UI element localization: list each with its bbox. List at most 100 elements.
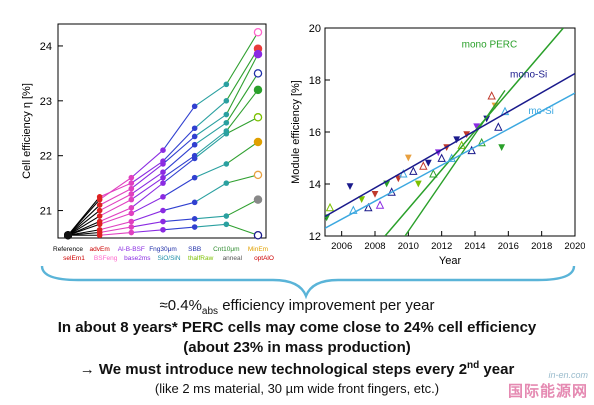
left-series-segment [162,136,196,165]
right-trend-line-extra [404,90,506,236]
right-plot-area [325,28,575,236]
right-y-tick-label: 18 [309,75,321,87]
right-data-point [409,166,418,175]
right-trend-line [325,92,575,229]
left-data-point [160,194,166,200]
left-series-segment [99,188,132,206]
left-data-point [253,113,263,122]
left-data-point [160,218,166,225]
left-series-segment [226,116,259,135]
left-data-point [223,180,230,186]
caption-line1-prefix: ≈0.4% [159,297,202,314]
left-category-label-top: advEm [90,246,110,253]
right-x-tick-label: 2020 [564,241,585,252]
left-data-point [191,125,198,132]
left-data-point [223,221,230,228]
left-series-segment [226,223,259,236]
left-series-segment [130,163,164,190]
right-data-point [429,169,438,178]
left-data-point [253,170,263,180]
left-data-point [223,119,230,126]
right-y-tick-label: 12 [309,231,321,243]
caption-line1-sub: abs [201,306,219,317]
left-series-segment [99,182,132,198]
left-series-segment [194,130,227,157]
left-series-segment [225,31,259,85]
left-series-segment [99,199,132,217]
right-y-tick-label: 14 [309,179,321,191]
left-data-point [191,174,198,181]
left-series-segment [225,89,259,132]
left-series-segment [99,177,132,201]
right-data-point [500,106,510,116]
left-y-tick-label: 21 [40,206,52,218]
left-data-point [160,207,166,214]
left-series-segment [162,226,195,231]
left-category-label-bottom: SiO/SiN [157,255,180,262]
left-data-point [253,69,263,78]
left-series-segment [67,215,100,236]
left-category-label-top: SBB [188,246,201,253]
left-series-segment [131,229,164,234]
right-x-tick-label: 2006 [331,241,352,252]
left-series-segment [162,201,195,212]
left-series-segment [162,158,196,184]
left-series-segment [225,53,259,115]
left-category-label-bottom: BSFeng [94,255,118,262]
left-y-tick-label: 24 [40,41,52,53]
left-category-label-bottom: thalfRaw [188,255,214,262]
left-data-point [191,199,198,206]
left-y-tick-label: 23 [40,96,52,108]
left-data-point [128,210,135,217]
left-category-label-bottom: selEm1 [63,255,85,262]
left-series-segment [99,193,132,212]
left-data-point [253,85,263,95]
left-series-segment [226,141,259,165]
right-x-tick-label: 2018 [531,241,552,252]
left-data-point [191,141,198,148]
caption-line4-prefix: → We must introduce new technological st… [79,361,468,378]
left-data-point [160,226,166,233]
left-series-segment [162,105,196,151]
right-data-point [483,115,491,123]
left-category-label-top: MinEm [248,246,268,253]
watermark-url: in-en.com [548,370,588,380]
left-series-segment [67,210,101,236]
left-series-segment [99,231,132,236]
right-x-tick-label: 2008 [364,241,385,252]
right-x-tick-label: 2014 [464,241,485,252]
right-y-axis-label: Module efficiency [%] [290,80,302,184]
right-data-point [346,183,354,190]
left-series-segment [67,204,101,236]
left-data-point [191,155,198,162]
left-data-point [96,196,103,203]
right-series-label: mc-Si [528,106,554,117]
right-x-axis-label: Year [439,255,462,264]
left-data-point [128,174,135,181]
left-series-segment [194,122,227,146]
left-data-point [223,111,230,118]
right-data-point [364,202,373,212]
left-series-segment [225,73,259,124]
left-category-label-bottom: optAlO [254,255,274,262]
left-category-label-top: Cnt10μm [213,246,240,253]
right-chart: 12 14 16 18 20 2006 2008 2010 2012 2014 2016 2018 20… [290,23,585,264]
left-data-point [191,224,198,230]
left-data-point [253,231,263,240]
left-series-segment [194,215,227,220]
right-data-point [325,202,335,212]
caption-line1-suffix: efficiency improvement per year [218,297,435,314]
caption-perc-forecast: In about 8 years* PERC cells may come cl… [57,319,537,336]
left-series-segment [130,182,164,209]
left-series-segment [162,218,195,223]
left-series-segment [130,149,164,179]
left-data-point [128,180,135,186]
right-series-label: mono PERC [462,40,518,51]
left-plot-frame [57,23,267,239]
left-category-label-bottom: anneal [223,255,243,262]
right-data-point [498,144,506,151]
left-data-point [253,49,263,59]
left-data-point [160,161,166,167]
left-series-segment [162,177,195,198]
left-data-point [128,218,135,225]
